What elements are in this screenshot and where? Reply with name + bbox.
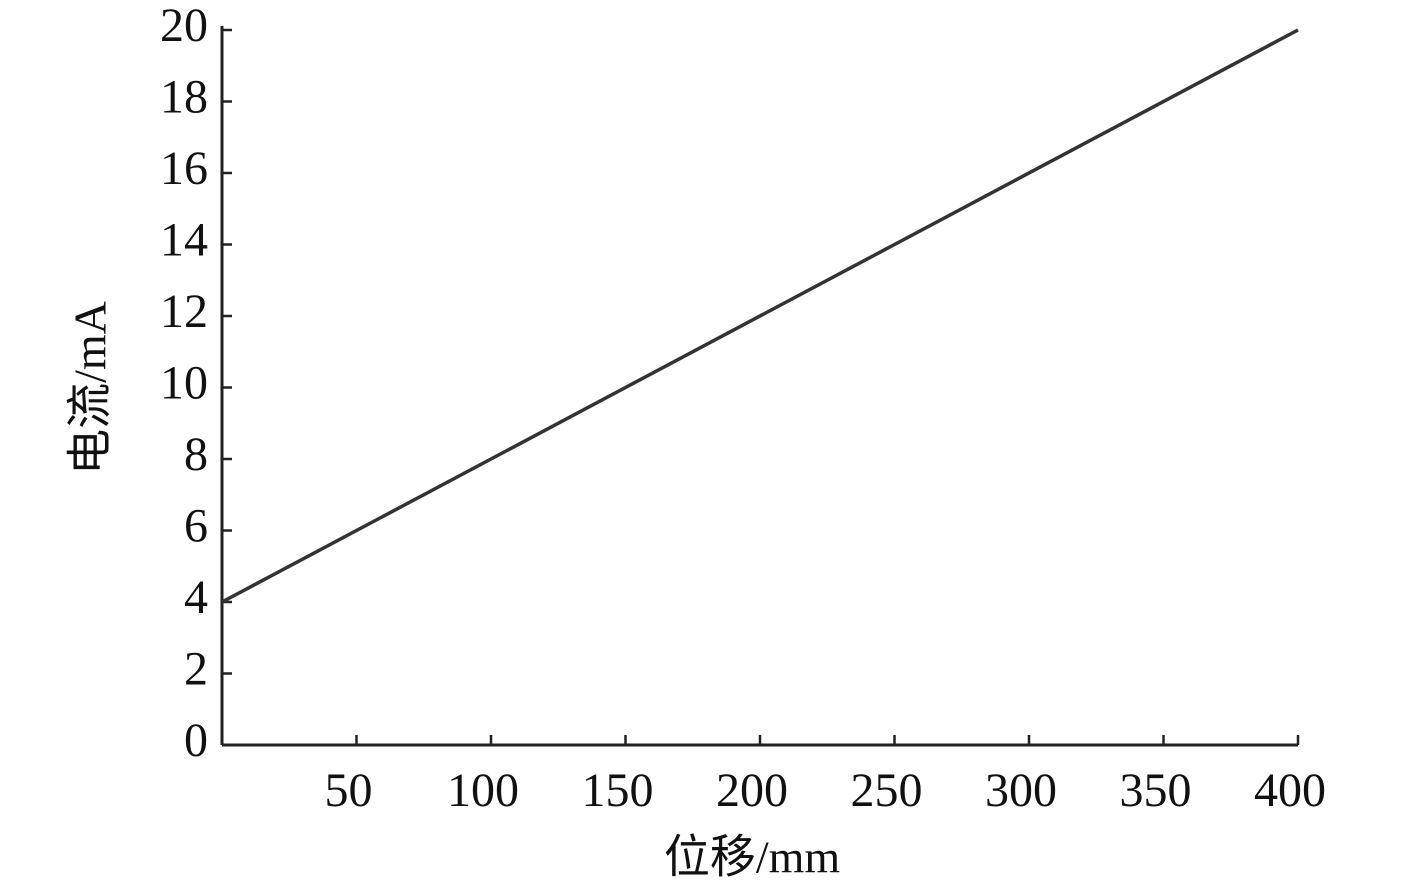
x-tick-label: 50 xyxy=(325,764,373,817)
y-tick-label: 10 xyxy=(160,357,208,410)
data-line xyxy=(221,28,1299,604)
x-tick-label: 200 xyxy=(716,764,788,817)
x-tick-label: 250 xyxy=(851,764,923,817)
y-tick-label: 18 xyxy=(160,71,208,124)
y-tick-label: 12 xyxy=(160,285,208,338)
x-axis-label: 位移/mm xyxy=(664,832,841,883)
y-tick-label: 4 xyxy=(184,571,208,624)
y-tick-label: 0 xyxy=(184,714,208,767)
x-tick-label: 100 xyxy=(447,764,519,817)
x-tick-label: 150 xyxy=(582,764,654,817)
x-tick-label: 300 xyxy=(985,764,1057,817)
y-tick-label: 14 xyxy=(160,214,208,267)
y-tick-label: 2 xyxy=(184,643,208,696)
x-tick-label: 400 xyxy=(1254,764,1326,817)
y-axis-label: 电流/mA xyxy=(65,301,116,475)
y-tick-label: 6 xyxy=(184,500,208,553)
y-tick-label: 20 xyxy=(160,0,208,52)
y-tick-label: 8 xyxy=(184,428,208,481)
y-tick-label: 16 xyxy=(160,142,208,195)
x-tick-label: 350 xyxy=(1120,764,1192,817)
